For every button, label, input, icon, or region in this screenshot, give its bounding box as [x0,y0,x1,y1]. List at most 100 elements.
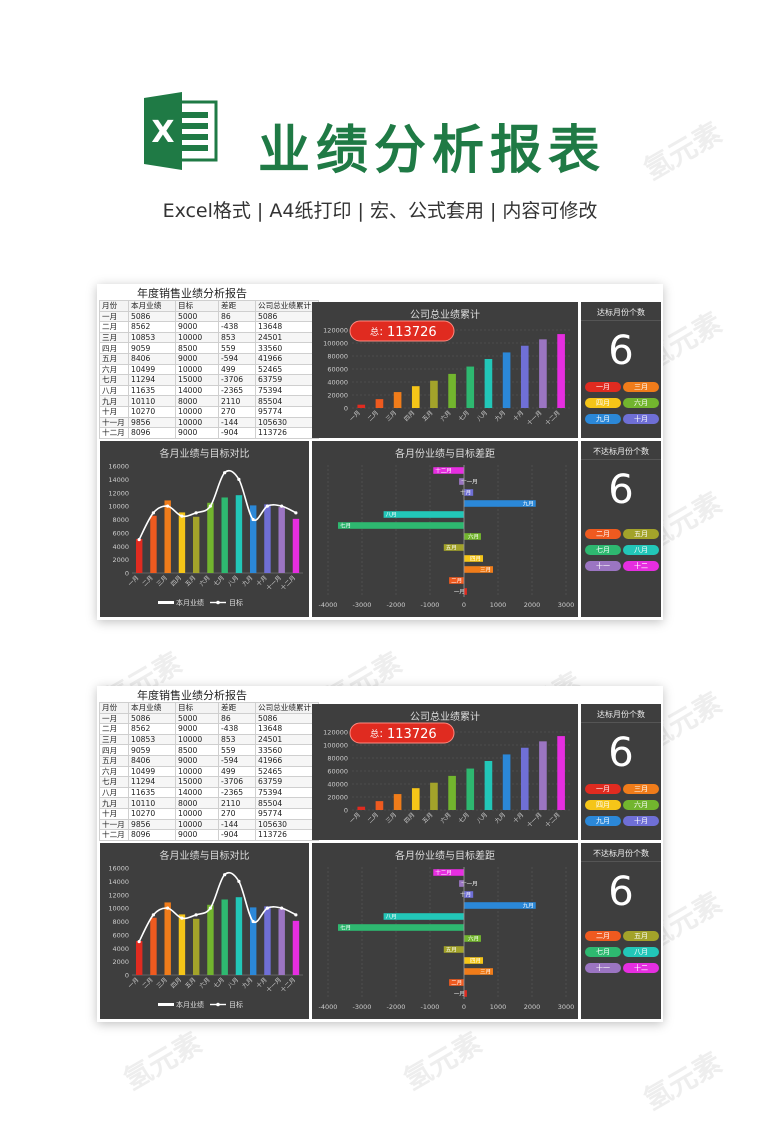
x-tick-label: 八月 [476,811,489,824]
bar-label: 十一月 [461,477,478,485]
x-tick-label: 二月 [141,976,154,989]
x-tick-label: -1000 [421,1003,440,1011]
bar-label: 五月 [446,544,457,551]
x-tick-label: 三月 [155,574,168,587]
table-cell: 九月 [99,395,129,407]
bar-label: 六月 [468,532,479,540]
table-cell: 10000 [175,765,219,778]
column-header: 差距 [218,702,256,714]
x-tick-label: -2000 [387,601,406,609]
month-pill: 八月 [623,947,659,957]
month-pill: 二月 [585,931,621,941]
bar-六月 [448,775,456,810]
table-cell: 559 [218,744,256,756]
bar-三月 [393,392,402,408]
x-tick-label: 3000 [558,1003,575,1011]
report-sheet-2: 年度销售业绩分析报告 月份 本月业绩 目标 差距 公司总业绩累计 一月 5086 5000 86 5… [97,686,663,1022]
bar-label: 九月 [523,499,534,507]
bar-二月 [449,577,464,584]
bar-label: 八月 [386,511,397,518]
y-tick-label: 16000 [108,463,129,471]
legend-label: 本月业绩 [176,598,204,607]
x-tick-label: 1000 [490,601,507,609]
table-row: 二月 8562 9000 -438 13648 [99,723,319,735]
bar-八月 [383,511,464,518]
table-cell: 10270 [128,405,176,418]
bar-label: 十一月 [461,879,478,887]
table-row: 四月 9059 8500 559 33560 [99,342,319,354]
month-pill: 十月 [623,414,659,424]
y-tick-label: 8000 [112,516,129,524]
cumulative-chart-panel: 公司总业绩累计 0 20000 40000 60000 80000 100000 120000… [312,302,578,438]
table-cell: 499 [218,363,256,376]
bar-八月 [484,358,493,408]
bar-三月 [464,968,494,975]
table-cell: 七月 [99,776,129,788]
table-cell: 七月 [99,374,129,386]
page-title: 业绩分析报表 [258,121,607,181]
x-tick-label: 三月 [385,409,398,422]
table-cell: 75394 [255,786,319,799]
month-pill: 十一 [585,963,621,973]
watermark-text: 氢元素 [398,1026,487,1096]
reached-panel: 达标月份个数 6 一月 三月 四月 六月 九月 十月 [581,302,661,438]
bar-十月 [464,489,474,496]
y-tick-label: 14000 [108,878,129,886]
table-cell: 10853 [128,331,176,344]
table-cell: 10000 [175,416,219,429]
table-row: 五月 8406 9000 -594 41966 [99,754,319,767]
table-cell: 63759 [255,374,319,386]
table-cell: 十二月 [99,829,129,841]
x-tick-label: 六月 [198,976,212,990]
table-cell: 十一月 [99,818,129,831]
table-row: 十二月 8096 9000 -904 113726 [99,427,319,439]
bar-四月 [464,555,484,562]
target-point [137,939,141,944]
table-cell: 2110 [218,797,256,809]
sheet-title: 年度销售业绩分析报告 [137,689,247,702]
table-row: 七月 11294 15000 -3706 63759 [99,776,319,788]
table-row: 八月 11635 14000 -2365 75394 [99,786,319,799]
bar-五月 [430,380,438,408]
bar-八月 [235,495,243,573]
x-tick-label: 六月 [198,574,212,588]
month-pill: 二月 [585,529,621,539]
table-cell: 86 [218,712,256,725]
month-pill: 十一 [585,561,621,571]
x-tick-label: 四月 [403,409,416,422]
table-cell: 853 [218,733,256,746]
table-row: 六月 10499 10000 499 52465 [99,765,319,778]
bar-label: 二月 [451,979,462,986]
bar-三月 [464,566,494,573]
table-cell: 10000 [175,331,219,344]
table-row: 二月 8562 9000 -438 13648 [99,321,319,333]
bar-二月 [375,399,384,408]
bar-四月 [178,914,186,975]
legend-label: 目标 [229,1000,243,1009]
table-cell: 八月 [99,786,129,799]
x-tick-label: -3000 [353,601,372,609]
target-point [180,916,184,920]
table-cell: 86 [218,310,256,323]
y-tick-label: 40000 [327,781,348,789]
bar-四月 [411,788,420,810]
bar-六月 [207,904,214,975]
table-cell: -904 [218,427,256,439]
table-cell: 三月 [99,733,129,746]
report-sheet-1: 年度销售业绩分析报告 月份 本月业绩 目标 差距 公司总业绩累计 一月 5086 5000 86 5… [97,284,663,620]
x-tick-label: 七月 [212,976,226,990]
bar-label: 五月 [446,946,457,953]
table-cell: 10499 [128,363,176,376]
month-pill: 七月 [585,947,621,957]
bar-九月 [249,907,257,975]
x-tick-label: 一月 [348,811,361,824]
table-cell: 十二月 [99,427,129,439]
bar-十二月 [433,467,464,474]
table-cell: 95774 [255,807,319,820]
y-tick-label: 20000 [327,794,348,802]
bar-七月 [466,366,475,408]
x-tick-label: 四月 [170,976,183,989]
month-pill: 三月 [623,382,659,392]
chart-title: 各月份业绩与目标差距 [395,449,495,460]
y-tick-label: 16000 [108,865,129,873]
